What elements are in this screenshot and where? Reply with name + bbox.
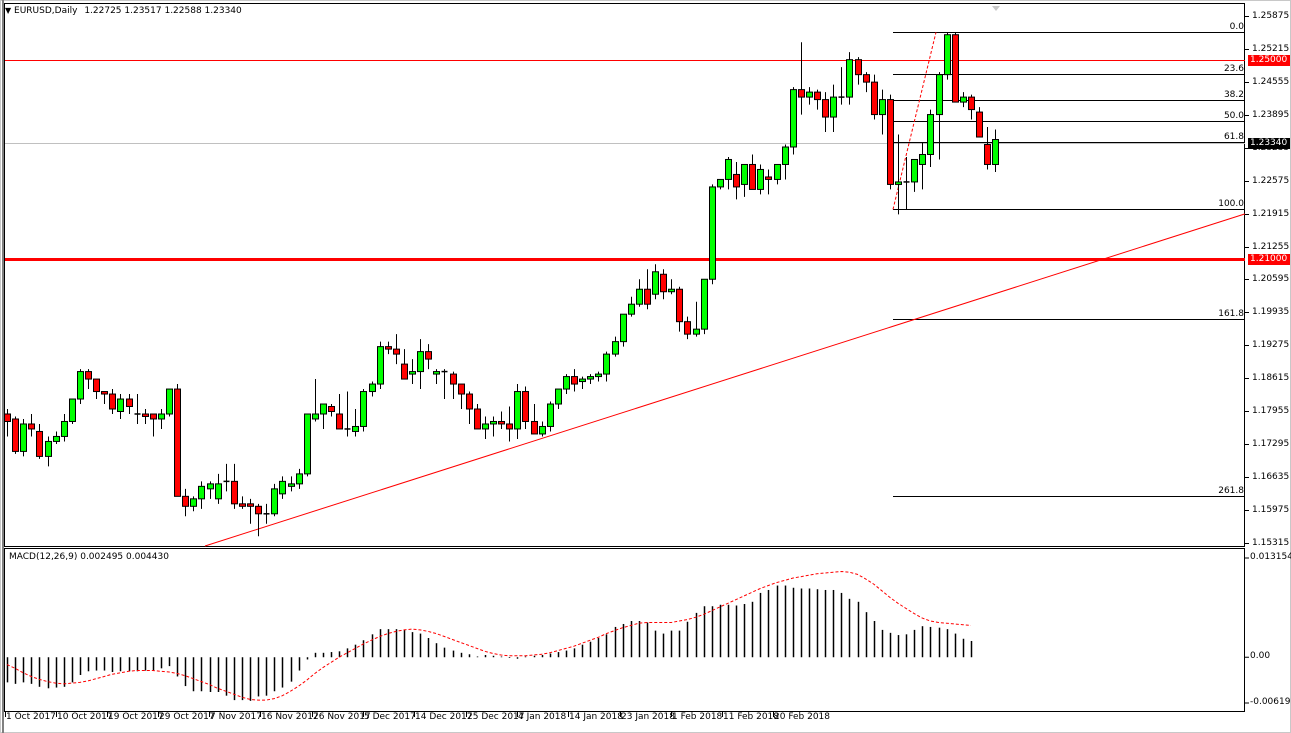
price-tick-label: 1.24555 xyxy=(1252,76,1290,87)
price-tick-label: 1.25215 xyxy=(1252,43,1290,54)
symbol-label: EURUSD,Daily xyxy=(14,6,78,16)
current-price-tag: 1.23340 xyxy=(1248,137,1290,149)
fibonacci-retracement[interactable] xyxy=(892,32,1245,497)
time-tick-label: 5 Dec 2017 xyxy=(364,712,416,722)
price-line-tag: 1.21000 xyxy=(1248,253,1290,265)
time-tick-label: 16 Nov 2017 xyxy=(261,712,319,722)
price-tick-label: 1.19275 xyxy=(1252,339,1290,350)
price-tick-label: 1.23895 xyxy=(1252,109,1290,120)
fib-level-label: 50.0 xyxy=(1223,110,1244,121)
price-tick-label: 1.19935 xyxy=(1252,306,1290,317)
time-tick-label: 19 Oct 2017 xyxy=(108,712,164,722)
price-axis xyxy=(1245,16,1249,544)
time-tick-label: 14 Jan 2018 xyxy=(569,712,623,722)
main-plot-area xyxy=(4,3,1245,547)
price-tick-label: 1.22575 xyxy=(1252,175,1290,186)
price-tick-label: 1.15315 xyxy=(1252,537,1290,548)
price-tick-label: 1.15975 xyxy=(1252,504,1290,515)
chart-header: ▼ EURUSD,Daily 1.22725 1.23517 1.22588 1… xyxy=(5,6,242,16)
macd-histogram xyxy=(6,557,1249,704)
time-tick-label: 20 Feb 2018 xyxy=(774,712,831,722)
fib-level-label: 161.8 xyxy=(1218,308,1244,319)
time-tick-label: 25 Dec 2017 xyxy=(467,712,525,722)
price-tick-label: 1.16635 xyxy=(1252,471,1290,482)
time-tick-label: 1 Feb 2018 xyxy=(672,712,723,722)
ohlc-values: 1.22725 1.23517 1.22588 1.23340 xyxy=(84,6,242,16)
fib-level-label: 0.0 xyxy=(1229,21,1244,32)
time-tick-label: 26 Nov 2017 xyxy=(313,712,371,722)
price-tick-label: 1.17955 xyxy=(1252,405,1290,416)
fib-level-label: 61.8 xyxy=(1223,131,1244,142)
horizontal-lines xyxy=(5,60,1245,261)
price-tick-label: 1.21255 xyxy=(1252,241,1290,252)
time-tick-label: 11 Feb 2018 xyxy=(723,712,780,722)
triangle-down-icon[interactable]: ▼ xyxy=(5,6,12,15)
macd-tick-label: 0.00 xyxy=(1250,651,1271,662)
trendline[interactable] xyxy=(204,213,1246,547)
time-tick-label: 23 Jan 2018 xyxy=(621,712,675,722)
time-axis xyxy=(5,712,774,717)
macd-tick-label: -0.00619 xyxy=(1250,697,1291,707)
price-tick-label: 1.18615 xyxy=(1252,372,1290,383)
price-tick-label: 1.17295 xyxy=(1252,438,1290,449)
time-tick-label: 4 Jan 2018 xyxy=(518,712,567,722)
chart-shift-icon[interactable] xyxy=(992,6,1000,11)
price-tick-label: 1.25875 xyxy=(1252,10,1290,21)
time-tick-label: 7 Nov 2017 xyxy=(210,712,262,722)
time-tick-label: 10 Oct 2017 xyxy=(57,712,113,722)
candlesticks xyxy=(4,32,999,537)
macd-plot-area xyxy=(4,548,1245,712)
price-line-tag: 1.25000 xyxy=(1248,54,1290,66)
macd-tick-label: 0.013154 xyxy=(1250,552,1291,562)
fib-level-label: 261.8 xyxy=(1218,485,1244,496)
time-tick-label: 1 Oct 2017 xyxy=(6,712,56,722)
fib-level-label: 23.6 xyxy=(1223,63,1244,74)
fib-level-label: 38.2 xyxy=(1223,89,1244,100)
price-tick-label: 1.21915 xyxy=(1252,208,1290,219)
macd-label: MACD(12,26,9) 0.002495 0.004430 xyxy=(9,552,169,562)
time-tick-label: 14 Dec 2017 xyxy=(415,712,473,722)
price-tick-label: 1.20595 xyxy=(1252,273,1290,284)
time-tick-label: 29 Oct 2017 xyxy=(159,712,215,722)
fib-level-label: 100.0 xyxy=(1218,198,1244,209)
